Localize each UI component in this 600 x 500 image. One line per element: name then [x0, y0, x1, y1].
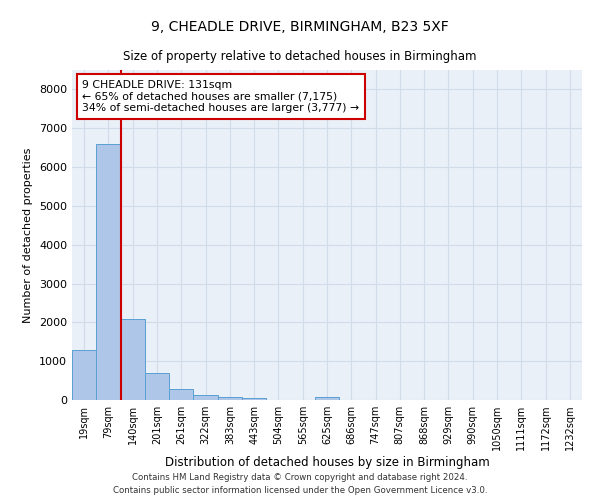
- Bar: [145, 373, 169, 400]
- Bar: [218, 396, 242, 400]
- Text: Size of property relative to detached houses in Birmingham: Size of property relative to detached ho…: [123, 50, 477, 63]
- Bar: [121, 319, 145, 400]
- Bar: [193, 395, 218, 400]
- Text: 9 CHEADLE DRIVE: 131sqm
← 65% of detached houses are smaller (7,175)
34% of semi: 9 CHEADLE DRIVE: 131sqm ← 65% of detache…: [82, 80, 359, 113]
- Bar: [72, 350, 96, 400]
- Bar: [169, 388, 193, 400]
- Text: 9, CHEADLE DRIVE, BIRMINGHAM, B23 5XF: 9, CHEADLE DRIVE, BIRMINGHAM, B23 5XF: [151, 20, 449, 34]
- Bar: [315, 398, 339, 400]
- X-axis label: Distribution of detached houses by size in Birmingham: Distribution of detached houses by size …: [164, 456, 490, 469]
- Bar: [242, 398, 266, 400]
- Bar: [96, 144, 121, 400]
- Text: Contains public sector information licensed under the Open Government Licence v3: Contains public sector information licen…: [113, 486, 487, 495]
- Y-axis label: Number of detached properties: Number of detached properties: [23, 148, 34, 322]
- Text: Contains HM Land Registry data © Crown copyright and database right 2024.: Contains HM Land Registry data © Crown c…: [132, 474, 468, 482]
